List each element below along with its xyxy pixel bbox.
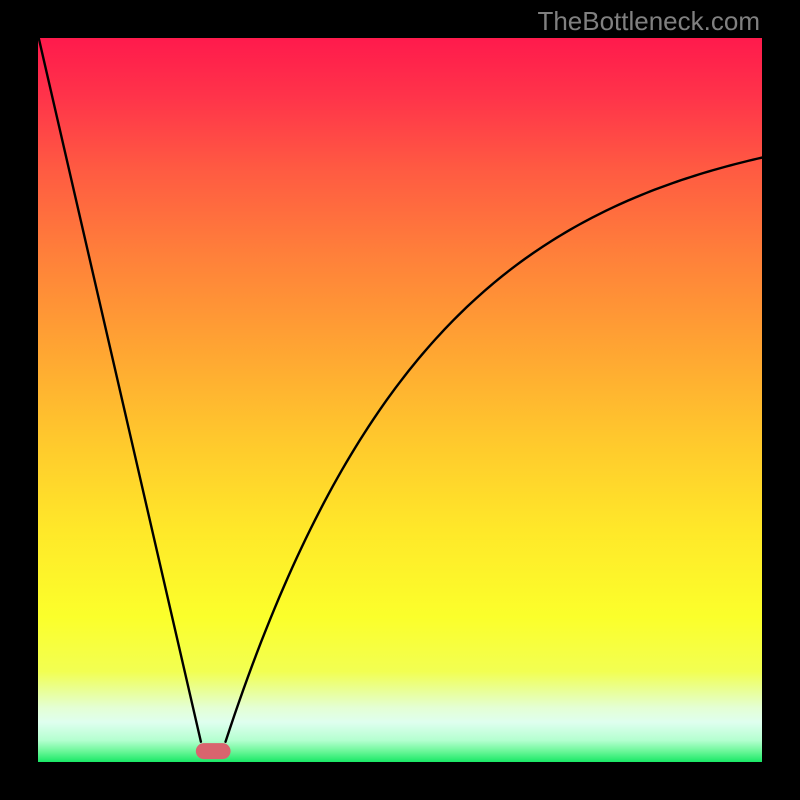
gradient-background: [38, 38, 762, 762]
watermark-text: TheBottleneck.com: [537, 6, 760, 37]
plot-area: [38, 38, 762, 762]
optimal-marker: [196, 743, 231, 759]
chart-frame: TheBottleneck.com: [0, 0, 800, 800]
